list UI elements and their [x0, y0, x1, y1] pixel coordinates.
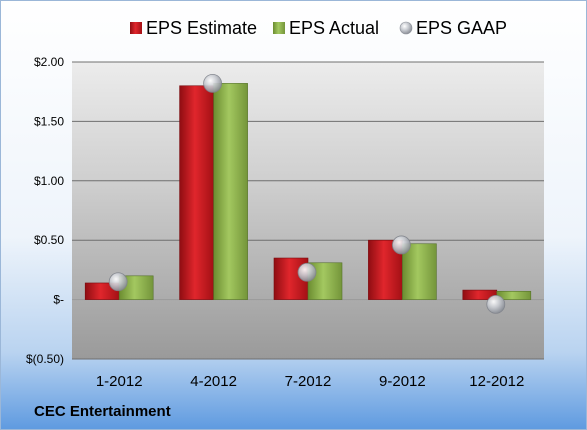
- gaap-marker: [203, 73, 223, 93]
- x-axis-labels: 1-2012 4-2012 7-2012 9-2012 12-2012: [96, 373, 524, 390]
- estimate-bar: [179, 85, 214, 300]
- gaap-marker: [391, 235, 411, 255]
- y-tick-label: $1.50: [34, 114, 64, 128]
- legend: EPS Estimate EPS Actual EPS GAAP: [130, 18, 507, 38]
- legend-label-actual: EPS Actual: [289, 18, 379, 38]
- company-name: CEC Entertainment: [34, 403, 171, 420]
- legend-swatch-actual: [273, 22, 285, 34]
- gaap-marker: [297, 262, 317, 282]
- y-tick-label: $-: [53, 293, 64, 307]
- y-tick-label: $1.00: [34, 174, 64, 188]
- y-tick-label: $2.00: [34, 55, 64, 69]
- gaap-marker: [108, 272, 128, 292]
- x-tick-label: 7-2012: [285, 373, 332, 390]
- actual-bar: [402, 243, 437, 300]
- plot-area: [72, 62, 544, 359]
- x-tick-label: 9-2012: [379, 373, 426, 390]
- legend-item-estimate: EPS Estimate: [130, 18, 257, 38]
- y-tick-label: $(0.50): [26, 352, 64, 366]
- actual-bar: [213, 83, 248, 300]
- x-tick-label: 1-2012: [96, 373, 143, 390]
- legend-item-gaap: EPS GAAP: [399, 18, 507, 38]
- x-tick-label: 4-2012: [190, 373, 237, 390]
- y-axis-labels: $(0.50) $- $0.50 $1.00 $1.50 $2.00: [26, 55, 64, 366]
- legend-marker-gaap: [399, 21, 413, 35]
- gaap-markers: [108, 73, 506, 314]
- bars: [84, 83, 532, 300]
- legend-item-actual: EPS Actual: [273, 18, 379, 38]
- y-tick-label: $0.50: [34, 233, 64, 247]
- legend-label-gaap: EPS GAAP: [416, 18, 507, 38]
- legend-swatch-estimate: [130, 22, 142, 34]
- gaap-marker: [486, 294, 506, 314]
- legend-label-estimate: EPS Estimate: [146, 18, 257, 38]
- x-tick-label: 12-2012: [469, 373, 524, 390]
